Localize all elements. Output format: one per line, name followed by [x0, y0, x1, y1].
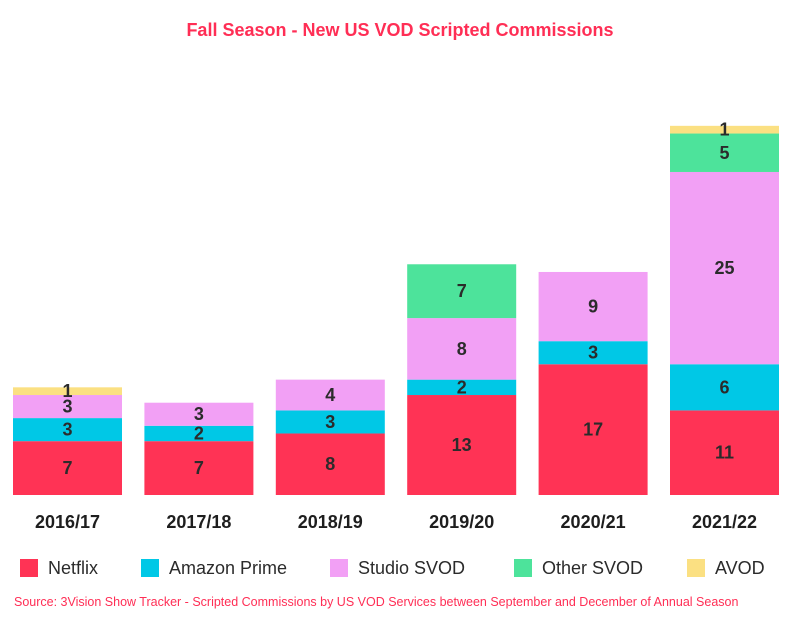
x-tick-label: 2021/22: [692, 512, 757, 532]
x-tick-label: 2018/19: [298, 512, 363, 532]
legend-swatch-studio-svod: [330, 559, 348, 577]
bar-segment-amazon-prime-2020-21: [538, 341, 648, 365]
data-label: 7: [62, 458, 72, 478]
legend-label-avod: AVOD: [715, 557, 765, 578]
data-label: 7: [194, 458, 204, 478]
x-tick-label: 2016/17: [35, 512, 100, 532]
x-tick-label: 2020/21: [561, 512, 626, 532]
data-label: 3: [62, 397, 72, 417]
data-label: 11: [715, 443, 734, 463]
bar-segment-studio-svod-2018-19: [275, 379, 385, 411]
bar-segment-netflix-2019-20: [407, 395, 517, 495]
data-label: 13: [452, 435, 472, 455]
bar-segment-amazon-prime-2019-20: [407, 379, 517, 396]
bar-segment-amazon-prime-2017-18: [144, 425, 254, 442]
bar-segment-studio-svod-2019-20: [407, 318, 517, 380]
bar-segment-netflix-2021-22: [670, 410, 779, 495]
bar-segment-netflix-2018-19: [275, 433, 385, 495]
data-label: 2: [194, 423, 204, 443]
chart-title: Fall Season - New US VOD Scripted Commis…: [186, 20, 614, 40]
data-label: 2: [457, 377, 467, 397]
bar-segment-amazon-prime-2021-22: [670, 364, 779, 411]
x-tick-label: 2017/18: [166, 512, 231, 532]
legend-item-studio-svod: Studio SVOD: [330, 556, 465, 580]
bar-segment-studio-svod-2021-22: [670, 171, 779, 365]
data-label: 7: [457, 281, 467, 301]
legend-label-other-svod: Other SVOD: [542, 557, 644, 578]
data-label: 1: [719, 120, 729, 140]
data-label: 3: [194, 404, 204, 424]
data-label: 1: [62, 381, 72, 401]
data-label: 8: [325, 454, 335, 474]
data-label: 8: [457, 339, 467, 359]
bar-segment-netflix-2016-17: [13, 441, 122, 495]
data-label: 25: [714, 258, 734, 278]
data-label: 17: [583, 420, 603, 440]
data-label: 3: [325, 412, 335, 432]
legend-label-amazon-prime: Amazon Prime: [169, 557, 288, 578]
bar-segment-netflix-2017-18: [144, 441, 254, 495]
data-label: 9: [588, 297, 598, 317]
legend-item-other-svod: Other SVOD: [514, 556, 643, 580]
bar-segment-amazon-prime-2016-17: [13, 418, 122, 442]
data-label: 3: [62, 420, 72, 440]
x-tick-label: 2019/20: [429, 512, 494, 532]
legend: Netflix Amazon Prime Studio SVOD Other S…: [20, 556, 790, 580]
bar-segment-amazon-prime-2018-19: [275, 410, 385, 434]
bar-segment-other-svod-2021-22: [670, 133, 779, 172]
bar-segment-avod-2016-17: [13, 387, 122, 396]
bar-segment-avod-2021-22: [670, 125, 779, 134]
stacked-bar-chart: 73312016/177232017/188342018/19132872019…: [13, 120, 779, 532]
legend-item-avod: AVOD: [687, 556, 765, 580]
legend-swatch-netflix: [20, 559, 38, 577]
legend-item-amazon-prime: Amazon Prime: [141, 556, 287, 580]
bar-segment-studio-svod-2016-17: [13, 395, 122, 419]
legend-swatch-amazon-prime: [141, 559, 159, 577]
legend-swatch-avod: [687, 559, 705, 577]
bar-segment-other-svod-2019-20: [407, 264, 517, 319]
data-label: 6: [719, 377, 729, 397]
source-note: Source: 3Vision Show Tracker - Scripted …: [14, 595, 739, 609]
bar-segment-studio-svod-2020-21: [538, 271, 648, 342]
data-label: 5: [719, 143, 729, 163]
legend-label-studio-svod: Studio SVOD: [358, 557, 466, 578]
legend-item-netflix: Netflix: [20, 556, 98, 580]
bar-segment-studio-svod-2017-18: [144, 402, 254, 426]
legend-swatch-other-svod: [514, 559, 532, 577]
bar-segment-netflix-2020-21: [538, 364, 648, 495]
data-label: 3: [588, 343, 598, 363]
legend-label-netflix: Netflix: [48, 557, 99, 578]
data-label: 4: [325, 385, 335, 405]
